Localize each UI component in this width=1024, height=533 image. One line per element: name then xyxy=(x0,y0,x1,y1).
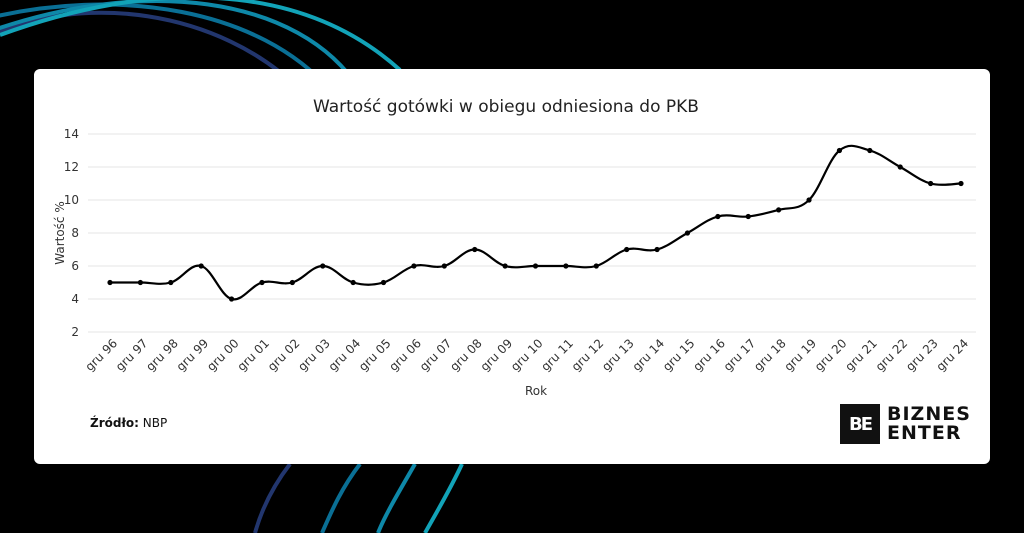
data-points xyxy=(107,147,964,302)
data-point xyxy=(715,213,721,220)
x-tick-label: gru 18 xyxy=(751,336,789,374)
data-point xyxy=(532,263,539,269)
chart-card: Wartość gotówki w obiegu odniesiona do P… xyxy=(34,69,990,464)
x-tick-label: gru 20 xyxy=(812,336,850,374)
decorative-arc xyxy=(253,462,292,533)
y-axis-ticks: 2 4 6 8 10 12 14 xyxy=(64,127,79,339)
x-tick-label: gru 14 xyxy=(630,336,668,374)
logo-line2: ENTER xyxy=(887,422,962,444)
data-point xyxy=(958,180,964,187)
data-point xyxy=(867,147,873,154)
x-tick-label: gru 24 xyxy=(933,336,971,374)
data-point xyxy=(745,213,751,220)
x-tick-label: gru 07 xyxy=(417,336,455,374)
data-point xyxy=(806,197,812,203)
y-tick-label: 10 xyxy=(64,193,79,207)
x-tick-label: gru 02 xyxy=(265,336,303,374)
y-tick-label: 12 xyxy=(64,160,79,174)
y-tick-label: 4 xyxy=(71,292,79,306)
data-point xyxy=(228,296,235,302)
x-tick-label: gru 13 xyxy=(599,336,637,374)
x-tick-label: gru 10 xyxy=(508,336,546,374)
data-point xyxy=(411,263,417,269)
x-tick-label: gru 05 xyxy=(356,336,394,374)
y-tick-label: 8 xyxy=(71,226,79,240)
x-axis-label: Rok xyxy=(525,384,547,398)
decorative-arc xyxy=(0,10,302,92)
y-tick-label: 2 xyxy=(71,325,79,339)
x-tick-label: gru 23 xyxy=(903,336,941,374)
logo-mark-icon: BE xyxy=(840,404,880,444)
y-tick-label: 6 xyxy=(71,259,79,273)
x-tick-label: gru 97 xyxy=(113,336,151,374)
decorative-arc xyxy=(0,2,332,92)
x-tick-label: gru 06 xyxy=(386,336,424,374)
data-point xyxy=(168,279,174,286)
x-tick-label: gru 19 xyxy=(782,336,820,374)
x-tick-label: gru 01 xyxy=(234,336,272,374)
source-value: NBP xyxy=(142,416,168,430)
x-tick-label: gru 00 xyxy=(204,336,242,374)
data-point xyxy=(836,147,843,154)
data-line xyxy=(110,144,962,301)
data-point xyxy=(259,279,265,286)
decorative-arc xyxy=(0,0,402,72)
x-tick-label: gru 96 xyxy=(82,336,120,374)
data-point xyxy=(289,279,295,286)
source-note: Źródło: NBP xyxy=(90,416,167,430)
x-tick-label: gru 22 xyxy=(873,336,911,374)
line-chart: Wartość gotówki w obiegu odniesiona do P… xyxy=(53,97,976,398)
x-tick-label: gru 03 xyxy=(295,336,333,374)
data-point xyxy=(654,246,660,253)
decorative-arc xyxy=(320,462,362,533)
x-tick-label: gru 21 xyxy=(842,336,880,374)
x-tick-label: gru 11 xyxy=(538,336,576,374)
data-point xyxy=(624,246,630,253)
data-point xyxy=(897,164,903,170)
y-axis-label: Wartość % xyxy=(53,201,67,265)
x-tick-label: gru 98 xyxy=(143,336,181,374)
data-point xyxy=(502,263,508,269)
data-point xyxy=(593,263,599,269)
source-label: Źródło: xyxy=(90,416,139,430)
data-point xyxy=(137,279,143,286)
x-tick-label: gru 12 xyxy=(569,336,607,374)
x-tick-label: gru 09 xyxy=(478,336,516,374)
data-point xyxy=(441,263,447,269)
y-tick-label: 14 xyxy=(64,127,79,141)
data-point xyxy=(684,230,691,236)
x-tick-label: gru 08 xyxy=(447,336,485,374)
x-tick-label: gru 17 xyxy=(721,336,759,374)
data-point xyxy=(350,279,356,286)
chart-title: Wartość gotówki w obiegu odniesiona do P… xyxy=(313,97,699,117)
decorative-arc xyxy=(423,463,464,533)
x-tick-label: gru 99 xyxy=(174,336,212,374)
decorative-arc xyxy=(376,463,417,533)
x-tick-label: gru 04 xyxy=(326,336,364,374)
x-tick-label: gru 15 xyxy=(660,336,698,374)
x-tick-label: gru 16 xyxy=(690,336,728,374)
decorative-arc xyxy=(0,0,362,92)
data-point xyxy=(563,263,569,269)
biznes-enter-logo: BE BIZNES ENTER xyxy=(840,403,971,445)
data-point xyxy=(472,246,478,253)
data-point xyxy=(776,207,782,213)
logo-line1: BIZNES xyxy=(887,403,971,425)
gridlines xyxy=(88,133,976,333)
data-point xyxy=(928,180,934,187)
data-point xyxy=(198,263,204,269)
logo-text: BIZNES ENTER xyxy=(887,405,971,443)
data-point xyxy=(107,279,113,286)
data-point xyxy=(320,263,326,269)
data-point xyxy=(380,279,387,286)
